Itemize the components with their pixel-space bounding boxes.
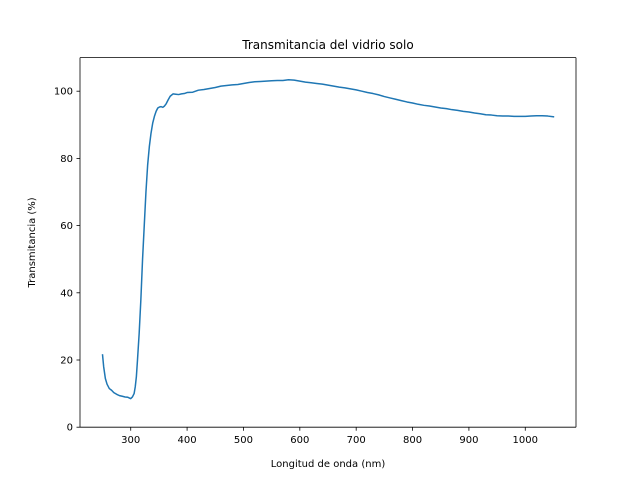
x-tick-label-300: 300 [121, 435, 140, 446]
x-tick-label-700: 700 [347, 435, 366, 446]
series-line-0 [101, 79, 555, 400]
y-tick-label-100: 100 [54, 87, 73, 98]
x-tick-label-500: 500 [234, 435, 253, 446]
data-layer [101, 79, 555, 400]
y-tick-label-0: 0 [67, 423, 73, 434]
x-axis-label: Longitud de onda (nm) [271, 459, 386, 470]
x-tick-label-1000: 1000 [513, 435, 538, 446]
x-tick-label-600: 600 [290, 435, 309, 446]
plot-area [80, 57, 576, 428]
y-tick-label-80: 80 [60, 154, 73, 165]
axes-layer: 300 400 500 600 700 800 900 1000 0 20 40 60 80 100 [54, 57, 577, 446]
x-tick-label-900: 900 [459, 435, 478, 446]
y-tick-label-60: 60 [60, 221, 73, 232]
chart-title: Transmitancia del vidrio solo [241, 38, 413, 52]
x-tick-label-400: 400 [178, 435, 197, 446]
y-axis-label: Transmitancia (%) [27, 197, 38, 288]
y-tick-label-40: 40 [60, 288, 73, 299]
x-tick-label-800: 800 [403, 435, 422, 446]
y-tick-label-20: 20 [60, 356, 73, 367]
